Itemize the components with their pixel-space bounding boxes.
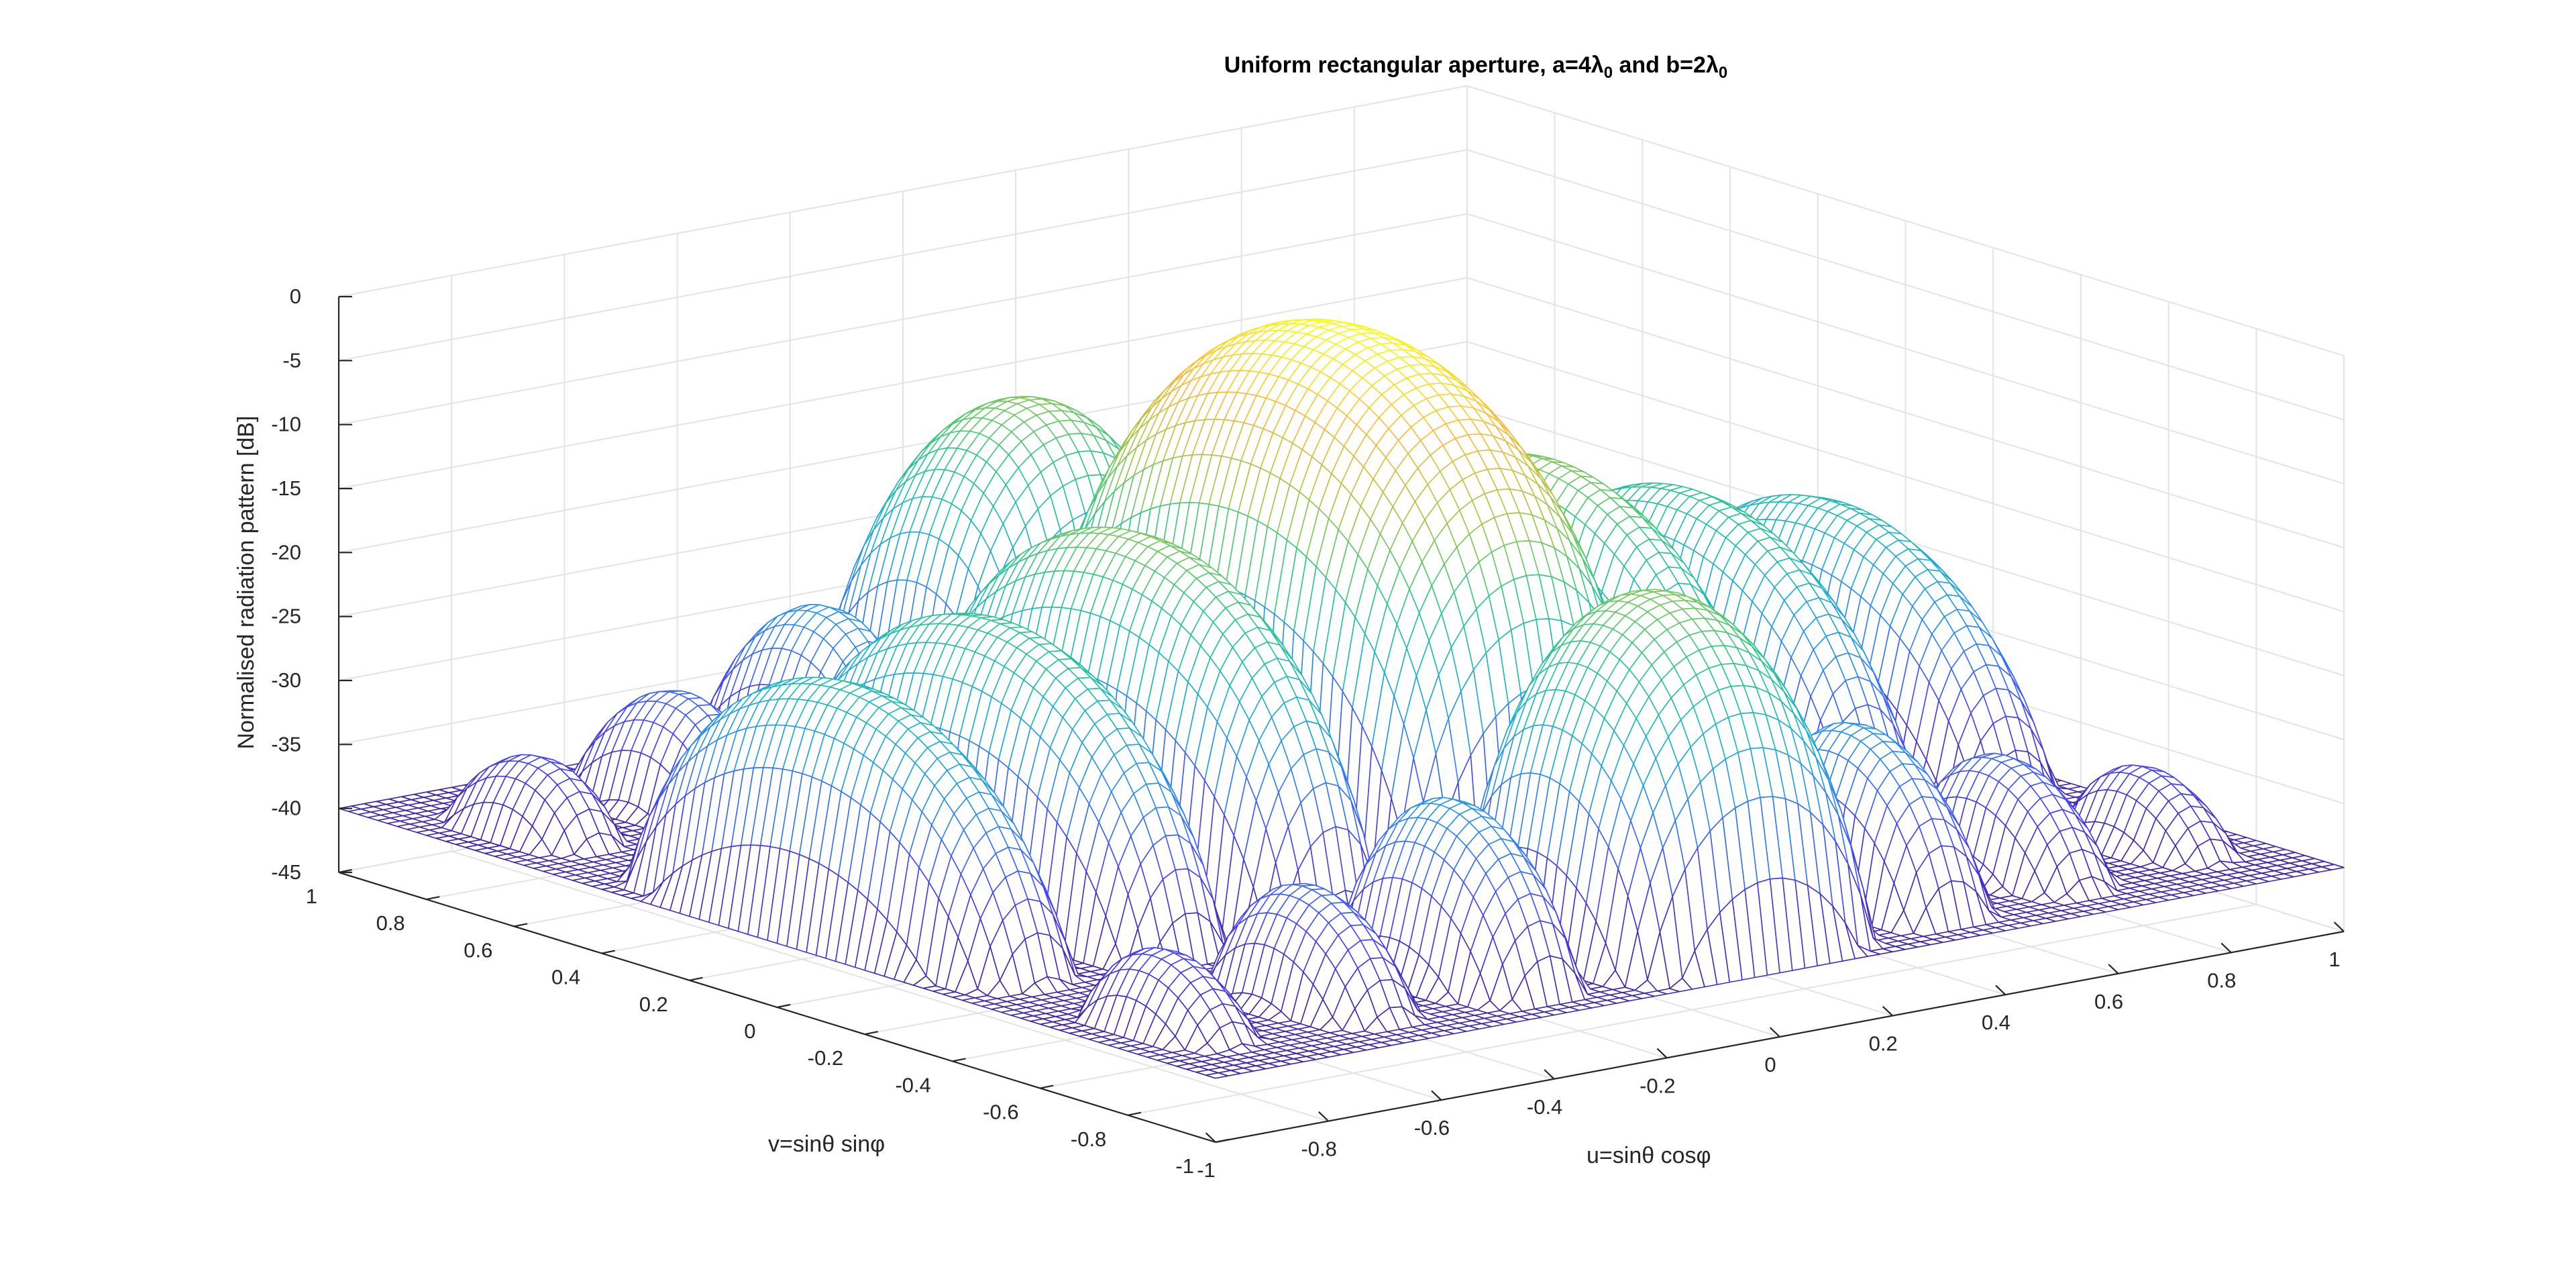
- title-sub-2: 0: [1718, 63, 1728, 82]
- wall-grid-z-5: [338, 341, 2345, 613]
- wall-grid-z-6: [338, 276, 2345, 548]
- title-lambda-1: λ: [1591, 52, 1604, 78]
- title-mid: and b=2: [1613, 52, 1706, 78]
- radiation-surface: [338, 318, 2345, 1079]
- wall-grid-z-8: [338, 149, 2345, 421]
- title-lambda-2: λ: [1705, 52, 1719, 78]
- title-prefix: Uniform rectangular aperture, a=4: [1224, 52, 1591, 78]
- wall-grid-z-9: [338, 85, 2345, 356]
- title-sub-1: 0: [1603, 63, 1613, 82]
- floor-grid-v-1: [1128, 903, 2257, 1116]
- wall-grid-z-7: [338, 213, 2345, 485]
- chart-title: Uniform rectangular aperture, a=4λ0 and …: [939, 52, 2012, 83]
